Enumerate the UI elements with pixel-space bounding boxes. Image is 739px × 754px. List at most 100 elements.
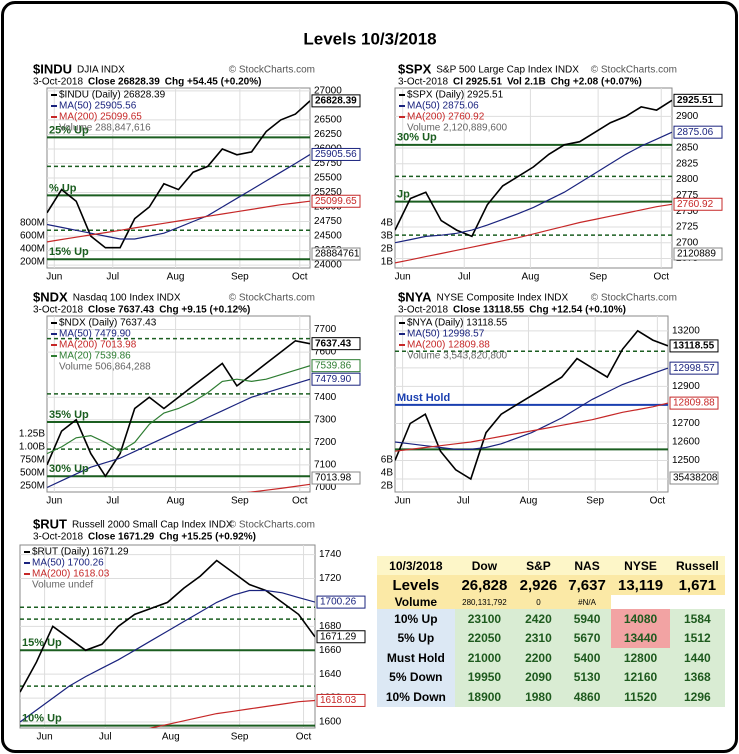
- y-tick-label: 12900: [672, 381, 700, 392]
- price-label: 12809.88: [673, 398, 715, 409]
- stat: Close 26828.39: [88, 77, 160, 88]
- level-label: 25% Up: [49, 124, 89, 136]
- table-cell: 12160: [611, 667, 670, 687]
- table-cell: 1512: [669, 628, 725, 648]
- table-cell: 10% Down: [377, 687, 455, 707]
- y-tick-label: 25250: [314, 187, 342, 198]
- price-label: 1671.29: [320, 631, 357, 642]
- x-tick-label: Aug: [167, 496, 185, 507]
- table-cell: 2090: [514, 667, 563, 687]
- date: 3-Oct-2018: [33, 532, 83, 543]
- moving-average-line: [395, 367, 668, 450]
- volume-tick-label: 4B: [381, 468, 394, 479]
- description: S&P 500 Large Cap Index INDX: [436, 65, 579, 76]
- levels-table: 10/3/2018 Dow S&P NAS NYSE Russell Levels 26,82…: [377, 556, 725, 707]
- table-cell: 1440: [669, 648, 725, 668]
- x-tick-label: Oct: [296, 732, 312, 743]
- table-cell: 13,119: [611, 575, 670, 595]
- volume-tick-label: 1.25B: [19, 429, 45, 440]
- legend-label: $SPX (Daily) 2925.51: [407, 90, 504, 101]
- symbol: $SPX: [398, 61, 432, 76]
- table-cell: 26,828: [454, 575, 515, 595]
- moving-average-line: [395, 131, 672, 244]
- table-cell: Volume: [377, 595, 455, 609]
- y-tick-label: 12600: [672, 437, 700, 448]
- legend-label: MA(50) 12998.57: [407, 329, 485, 340]
- x-tick-label: Sep: [589, 272, 607, 283]
- y-tick-label: 7600: [314, 347, 337, 358]
- level-label: % Up: [49, 182, 77, 194]
- stat: Chg +2.08 (+0.07%): [551, 77, 642, 88]
- legend-label: MA(50) 1700.26: [32, 558, 104, 569]
- x-tick-label: Jul: [106, 272, 119, 283]
- price-box: [673, 93, 723, 107]
- table-cell: 19950: [454, 667, 515, 687]
- table-cell: 5% Down: [377, 667, 455, 687]
- credit: © StockCharts.com: [229, 520, 315, 531]
- stat: Chg +15.25 (+0.92%): [159, 532, 256, 543]
- symbol: $NDX: [33, 289, 68, 304]
- plot-area: [46, 315, 311, 493]
- x-tick-label: Sep: [231, 732, 249, 743]
- stat: Close 13118.55: [453, 305, 525, 316]
- y-tick-label: 2850: [676, 143, 699, 154]
- plot-area: [394, 87, 673, 269]
- price-label: 2875.06: [677, 127, 714, 138]
- volume-tick-label: 4B: [381, 218, 394, 229]
- price-box: [316, 595, 366, 609]
- plot: [395, 316, 668, 492]
- price-label: 1618.03: [320, 695, 357, 706]
- y-tick-label: 2800: [676, 174, 699, 185]
- x-tick-label: Oct: [292, 272, 308, 283]
- level-label: 35% Up: [49, 409, 89, 421]
- credit: © StockCharts.com: [591, 293, 677, 304]
- y-tick-label: 2900: [676, 111, 699, 122]
- table-cell: 0: [514, 595, 563, 609]
- y-tick-label: 2750: [676, 206, 699, 217]
- price-box: [311, 147, 361, 161]
- legend-label: MA(200) 25099.65: [59, 112, 142, 123]
- stat: Close 1671.29: [88, 532, 155, 543]
- volume-tick-label: 400M: [20, 244, 45, 255]
- plot: [20, 545, 315, 728]
- x-tick-label: Sep: [231, 496, 249, 507]
- table-row: Volume 280,131,792 0 #N/A: [377, 595, 725, 609]
- price-box: [673, 125, 723, 139]
- credit: © StockCharts.com: [229, 65, 315, 76]
- stat: Chg +9.15 (+0.12%): [159, 305, 250, 316]
- volume-box: [311, 247, 361, 261]
- price-box: [311, 359, 361, 373]
- table-cell: 5400: [562, 648, 612, 668]
- price-box: [311, 337, 361, 351]
- price-label: 12998.57: [673, 363, 715, 374]
- moving-average-line: [20, 589, 315, 723]
- table-cell: 5% Up: [377, 628, 455, 648]
- volume-tick-label: 500M: [20, 468, 45, 479]
- credit: © StockCharts.com: [591, 65, 677, 76]
- price-line: [395, 329, 668, 481]
- table-cell: 18900: [454, 687, 515, 707]
- price-line: [47, 339, 310, 478]
- volume-box: [673, 247, 723, 261]
- table-cell: 21000: [454, 648, 515, 668]
- header-cell: Russell: [669, 556, 725, 575]
- price-label: 7539.86: [315, 360, 352, 371]
- legend-label: MA(200) 7013.98: [59, 340, 137, 351]
- price-label: 13118.55: [673, 341, 715, 352]
- table-row: 10% Up 23100 2420 5940 14080 1584: [377, 609, 725, 629]
- stat: Chg +12.54 (+0.10%): [529, 305, 626, 316]
- y-tick-label: 24000: [314, 260, 342, 271]
- legend-label: Volume 2,120,889,600: [407, 123, 508, 134]
- table-row: 5% Down 19950 2090 5130 12160 1368: [377, 667, 725, 687]
- price-box: [311, 372, 361, 386]
- y-tick-label: 2825: [676, 158, 699, 169]
- symbol: $RUT: [33, 516, 67, 531]
- level-label: 15% Up: [22, 637, 62, 649]
- volume-tick-label: 800M: [20, 218, 45, 229]
- x-tick-label: Sep: [231, 272, 249, 283]
- header-cell: Dow: [454, 556, 515, 575]
- y-tick-label: 2700: [676, 237, 699, 248]
